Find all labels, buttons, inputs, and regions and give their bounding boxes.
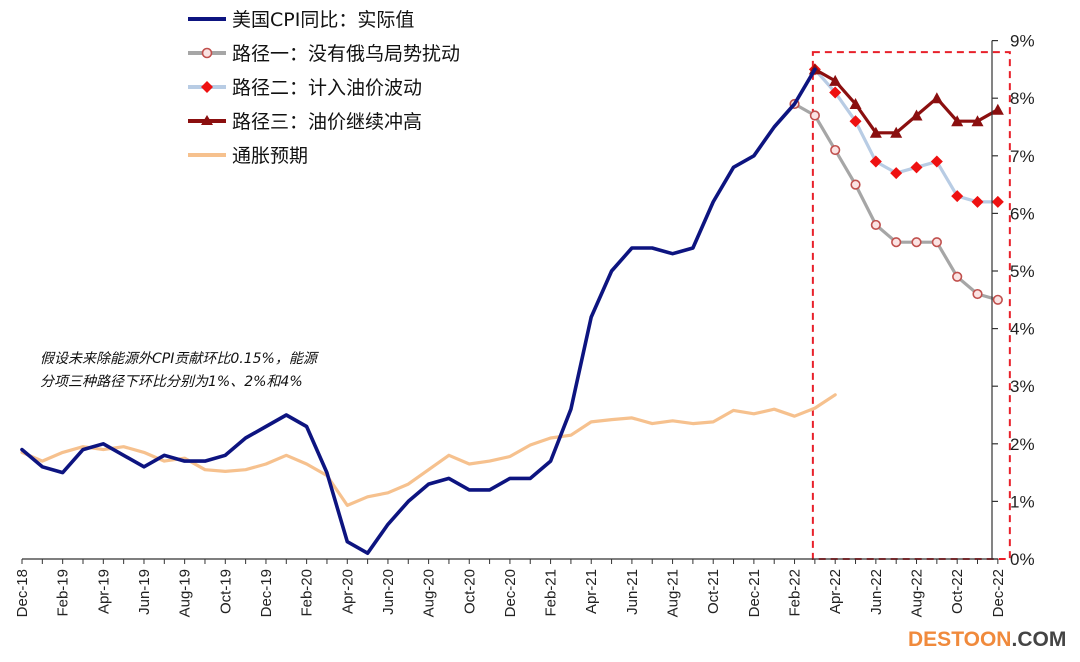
x-tick-label: Jun-20 xyxy=(380,569,397,615)
x-tick-label: Dec-19 xyxy=(258,569,275,617)
path3-marker xyxy=(829,74,842,86)
path2-marker xyxy=(849,115,862,128)
path2-marker xyxy=(890,167,903,180)
x-tick-label: Dec-20 xyxy=(502,569,519,617)
y-tick-label: 4% xyxy=(1010,320,1035,339)
assumption-note: 假设未来除能源外CPI贡献环比0.15%，能源 分项三种路径下环比分别为1%、2… xyxy=(40,351,320,390)
path3-marker xyxy=(910,109,923,121)
y-tick-label: 5% xyxy=(1010,262,1035,281)
legend-marker-path3 xyxy=(201,115,213,125)
path2-marker xyxy=(829,86,842,99)
watermark-part-1: DES xyxy=(908,628,951,651)
path2-marker xyxy=(951,190,964,203)
x-tick-label: Apr-19 xyxy=(95,569,112,614)
x-tick-label: Feb-21 xyxy=(543,569,560,617)
legend-label-expectation: 通胀预期 xyxy=(232,145,308,167)
path2-marker xyxy=(869,155,882,168)
path3-marker xyxy=(869,126,882,138)
x-tick-label: Oct-19 xyxy=(217,569,234,614)
x-tick-label: Feb-22 xyxy=(787,569,804,617)
path2-marker xyxy=(910,161,923,174)
y-tick-label: 0% xyxy=(1010,550,1035,569)
legend-marker-path2 xyxy=(201,81,213,93)
series-layer xyxy=(20,63,1004,555)
legend-label-path1: 路径一：没有俄乌局势扰动 xyxy=(232,43,460,65)
path3-marker xyxy=(951,115,964,127)
x-tick-label: Apr-22 xyxy=(827,569,844,614)
path3-marker xyxy=(971,115,984,127)
y-tick-label: 6% xyxy=(1010,204,1035,223)
x-tick-label: Aug-22 xyxy=(909,569,926,617)
path1-marker xyxy=(911,237,922,248)
x-tick-label: Dec-22 xyxy=(990,569,1007,617)
y-axis: 0% 1% 2% 3% 4% 5% 6% 7% 8% 9% xyxy=(991,32,1035,569)
legend-label-path2: 路径二：计入油价波动 xyxy=(232,77,422,99)
forecast-box-layer xyxy=(811,51,1011,561)
path1-marker xyxy=(830,144,841,156)
path2-marker xyxy=(930,155,943,168)
path1-marker xyxy=(809,110,820,121)
path2-marker xyxy=(991,195,1004,208)
x-tick-label: Feb-20 xyxy=(299,569,316,617)
path3-marker xyxy=(890,126,903,138)
path1-marker xyxy=(972,288,983,300)
y-tick-label: 9% xyxy=(1010,32,1035,51)
path1-marker xyxy=(931,237,942,248)
x-tick-label: Dec-18 xyxy=(14,569,31,617)
inflation-expectation-line xyxy=(20,393,837,507)
y-tick-label: 2% xyxy=(1010,435,1035,454)
x-axis: Dec-18 Feb-19 Apr-19 Jun-19 Aug-19 Oct-19 Dec-… xyxy=(14,558,1007,617)
x-tick-label: Aug-19 xyxy=(177,569,194,617)
x-tick-label: Oct-21 xyxy=(705,569,722,614)
note-line-1: 假设未来除能源外CPI贡献环比0.15%，能源 xyxy=(40,351,320,367)
x-tick-label: Oct-20 xyxy=(461,569,478,614)
path1-marker xyxy=(891,237,902,248)
path1-marker xyxy=(992,294,1003,305)
actual-cpi-line xyxy=(20,67,817,555)
path3-marker xyxy=(849,97,862,109)
forecast-highlight-box xyxy=(811,51,1011,561)
x-tick-label: Apr-21 xyxy=(583,569,600,614)
y-tick-label: 1% xyxy=(1010,492,1035,511)
x-tick-label: Aug-21 xyxy=(665,569,682,617)
watermark-part-2: TOON xyxy=(951,628,1011,651)
legend-marker-path1 xyxy=(201,47,213,59)
x-tick-label: Jun-19 xyxy=(136,569,153,615)
watermark: DESTOON.COM xyxy=(908,628,1066,651)
path1-marker xyxy=(850,179,861,190)
path2-line xyxy=(813,67,1000,204)
note-line-2: 分项三种路径下环比分别为1%、2%和4% xyxy=(40,374,303,390)
path1-marker xyxy=(870,219,881,231)
path3-marker xyxy=(991,103,1004,115)
x-tick-label: Oct-22 xyxy=(949,569,966,614)
path1-marker xyxy=(952,271,963,282)
path2-marker xyxy=(971,195,984,208)
x-tick-label: Aug-20 xyxy=(421,569,438,617)
x-tick-label: Feb-19 xyxy=(55,569,72,617)
x-tick-label: Jun-22 xyxy=(868,569,885,615)
x-tick-label: Dec-21 xyxy=(746,569,763,617)
y-tick-label: 8% xyxy=(1010,89,1035,108)
x-tick-label: Jun-21 xyxy=(624,569,641,615)
y-tick-label: 7% xyxy=(1010,147,1035,166)
watermark-part-3: .COM xyxy=(1011,628,1066,651)
legend: 美国CPI同比：实际值 路径一：没有俄乌局势扰动 路径二：计入油价波动 路径三：… xyxy=(188,9,460,167)
path3-marker xyxy=(930,92,943,104)
legend-label-actual: 美国CPI同比：实际值 xyxy=(232,9,414,31)
path3-line xyxy=(813,67,1000,135)
y-tick-label: 3% xyxy=(1010,377,1035,396)
x-tick-label: Apr-20 xyxy=(339,569,356,614)
legend-label-path3: 路径三：油价继续冲高 xyxy=(232,111,422,133)
